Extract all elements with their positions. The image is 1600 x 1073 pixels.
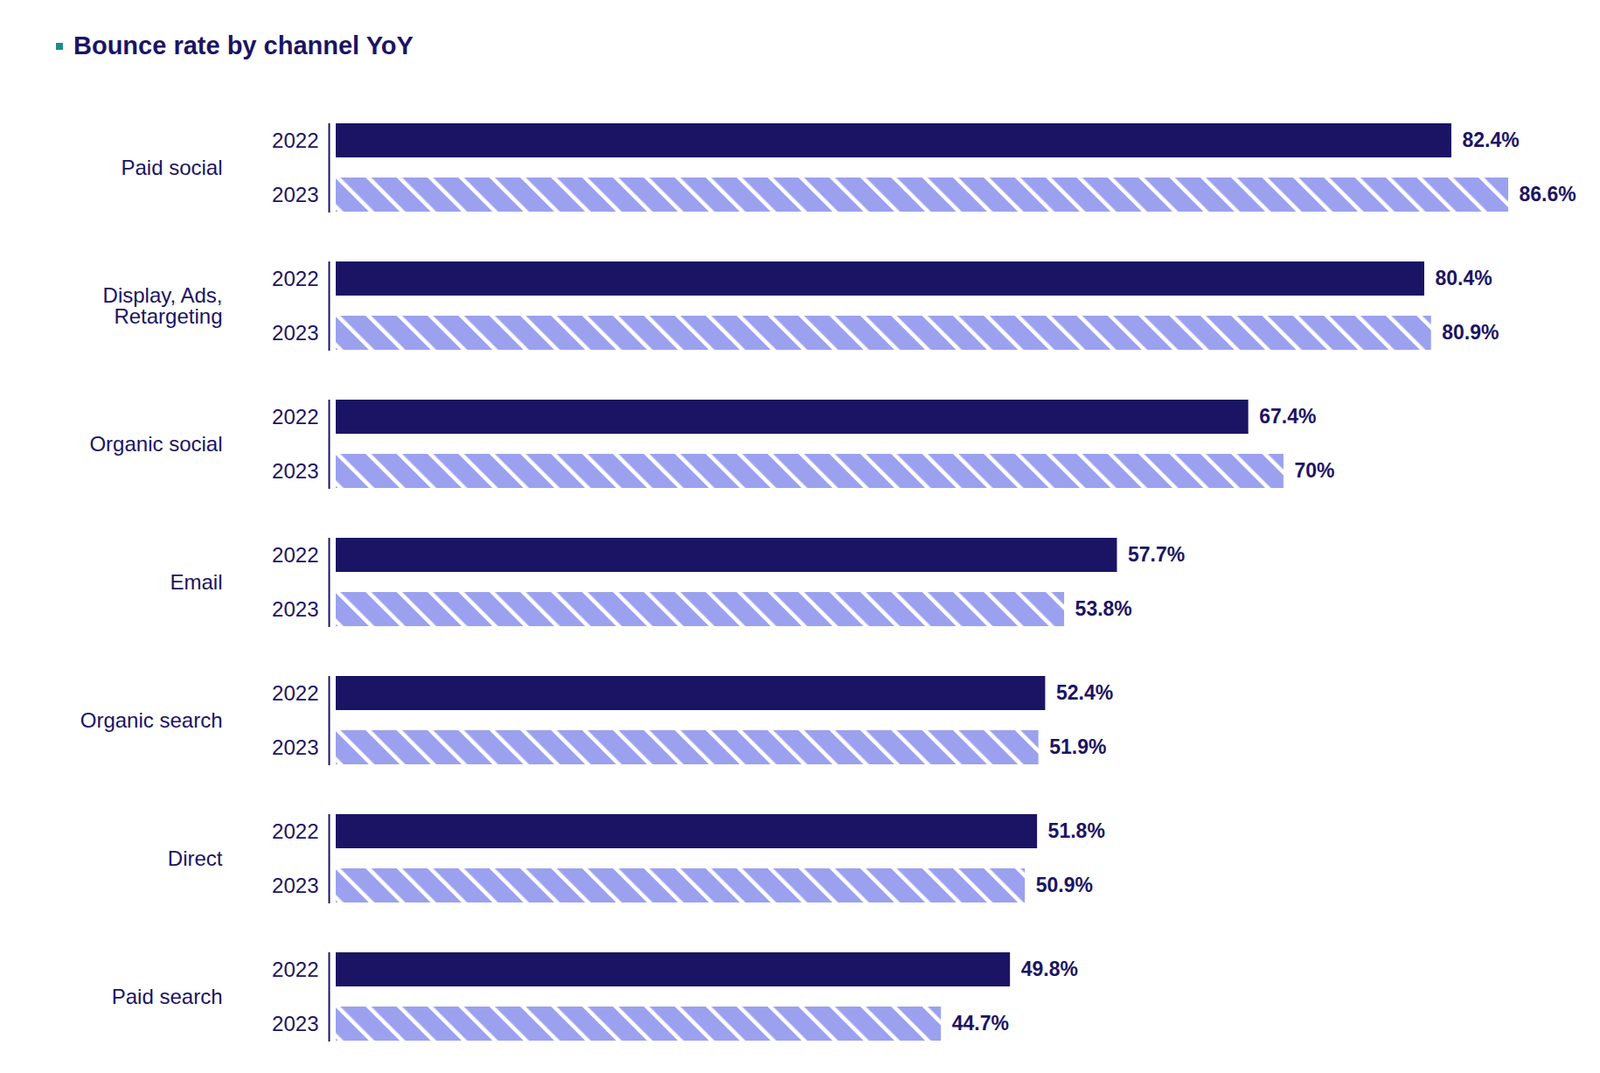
svg-text:2022: 2022 <box>271 404 319 429</box>
svg-text:2022: 2022 <box>271 957 319 981</box>
svg-text:80.9%: 80.9% <box>1441 320 1499 344</box>
svg-text:50.9%: 50.9% <box>1036 873 1093 897</box>
svg-text:86.6%: 86.6% <box>1519 182 1577 206</box>
svg-text:Paid social: Paid social <box>120 155 223 180</box>
svg-text:44.7%: 44.7% <box>952 1011 1009 1035</box>
svg-text:51.9%: 51.9% <box>1049 735 1107 759</box>
svg-text:2023: 2023 <box>271 1011 319 1036</box>
svg-text:Paid search: Paid search <box>111 984 223 1009</box>
svg-text:57.7%: 57.7% <box>1127 542 1185 566</box>
svg-text:2023: 2023 <box>271 459 319 483</box>
svg-text:2022: 2022 <box>271 266 319 291</box>
svg-text:2022: 2022 <box>271 681 319 705</box>
html-text:Bounce rate by channel YoY: Bounce rate by channel YoY <box>73 31 414 60</box>
svg-text:2023: 2023 <box>271 735 319 759</box>
svg-text:2023: 2023 <box>271 182 319 207</box>
svg-text:Organic search: Organic search <box>80 708 223 732</box>
svg-text:Display, Ads,Retargeting: Display, Ads,Retargeting <box>103 283 223 328</box>
svg-text:2023: 2023 <box>271 320 319 345</box>
svg-text:82.4%: 82.4% <box>1461 128 1519 152</box>
svg-text:2022: 2022 <box>271 542 319 567</box>
svg-text:Email: Email <box>169 570 223 594</box>
svg-text:70%: 70% <box>1293 459 1335 482</box>
svg-text:2022: 2022 <box>271 128 319 153</box>
svg-text:Direct: Direct <box>167 846 223 870</box>
svg-text:51.8%: 51.8% <box>1048 819 1106 842</box>
svg-text:53.8%: 53.8% <box>1075 597 1133 620</box>
svg-text:2023: 2023 <box>271 597 319 621</box>
svg-text:67.4%: 67.4% <box>1259 404 1316 428</box>
svg-text:Organic social: Organic social <box>89 431 223 456</box>
svg-text:2022: 2022 <box>271 819 319 843</box>
svg-text:52.4%: 52.4% <box>1056 681 1114 704</box>
svg-text:49.8%: 49.8% <box>1021 957 1079 981</box>
svg-text:80.4%: 80.4% <box>1434 266 1492 290</box>
svg-text:2023: 2023 <box>271 873 319 898</box>
